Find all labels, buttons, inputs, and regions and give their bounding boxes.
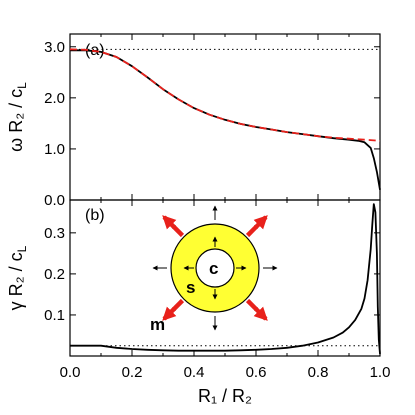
panel-a-ticks: 0.0 1.0 2.0 3.0 xyxy=(44,34,381,209)
y-tick-label-b: 0.3 xyxy=(44,225,65,242)
x-tick-label: 0.8 xyxy=(308,364,329,381)
y-tick-label-a: 3.0 xyxy=(44,39,65,56)
red-arrow xyxy=(162,215,185,238)
panel-b-plot xyxy=(70,203,381,354)
inset-label-c: c xyxy=(209,259,218,278)
series-line-b-0 xyxy=(70,203,381,354)
y-tick-label-b: 0.1 xyxy=(44,307,65,324)
panel-b-y-axis-title-main: γ R₂ / c xyxy=(6,252,26,310)
x-tick-label: 1.0 xyxy=(370,364,391,381)
panel-a-y-axis-title-main: ω R₂ / c xyxy=(6,89,26,152)
series-line-a-0 xyxy=(70,49,381,190)
y-tick-label-a: 0.0 xyxy=(44,192,65,209)
panel-b-y-axis-title-sub: L xyxy=(15,245,29,252)
x-tick-label: 0.2 xyxy=(122,364,143,381)
panel-a-plot xyxy=(69,48,381,190)
y-tick-label-a: 2.0 xyxy=(44,90,65,107)
panel-b-label: (b) xyxy=(85,207,105,224)
x-tick-label: 0.4 xyxy=(184,364,205,381)
inset-label-m: m xyxy=(150,315,165,334)
panel-a-frame xyxy=(69,33,381,201)
series-line-a-1 xyxy=(69,48,381,142)
red-arrow xyxy=(245,215,268,238)
inset-schematic: c s m xyxy=(150,205,278,334)
inset-label-s: s xyxy=(186,278,195,297)
x-tick-label: 0.6 xyxy=(246,364,267,381)
panel-a-y-axis-title: ω R₂ / cL xyxy=(6,82,29,152)
y-tick-label-a: 1.0 xyxy=(44,141,65,158)
y-tick-label-b: 0.2 xyxy=(44,266,65,283)
panel-b-y-axis-title: γ R₂ / cL xyxy=(6,245,29,310)
red-arrow xyxy=(162,298,185,321)
panel-b-ticks: 0.0 0.2 0.4 0.6 0.8 1.0 0.1 0.2 0.3 xyxy=(44,200,390,381)
inset-arrows xyxy=(152,205,278,331)
x-axis-title: R₁ / R₂ xyxy=(198,386,252,406)
red-arrow xyxy=(245,298,268,321)
panel-a-y-axis-title-sub: L xyxy=(15,82,29,89)
inset-core xyxy=(195,248,235,288)
x-tick-label: 0.0 xyxy=(60,364,81,381)
